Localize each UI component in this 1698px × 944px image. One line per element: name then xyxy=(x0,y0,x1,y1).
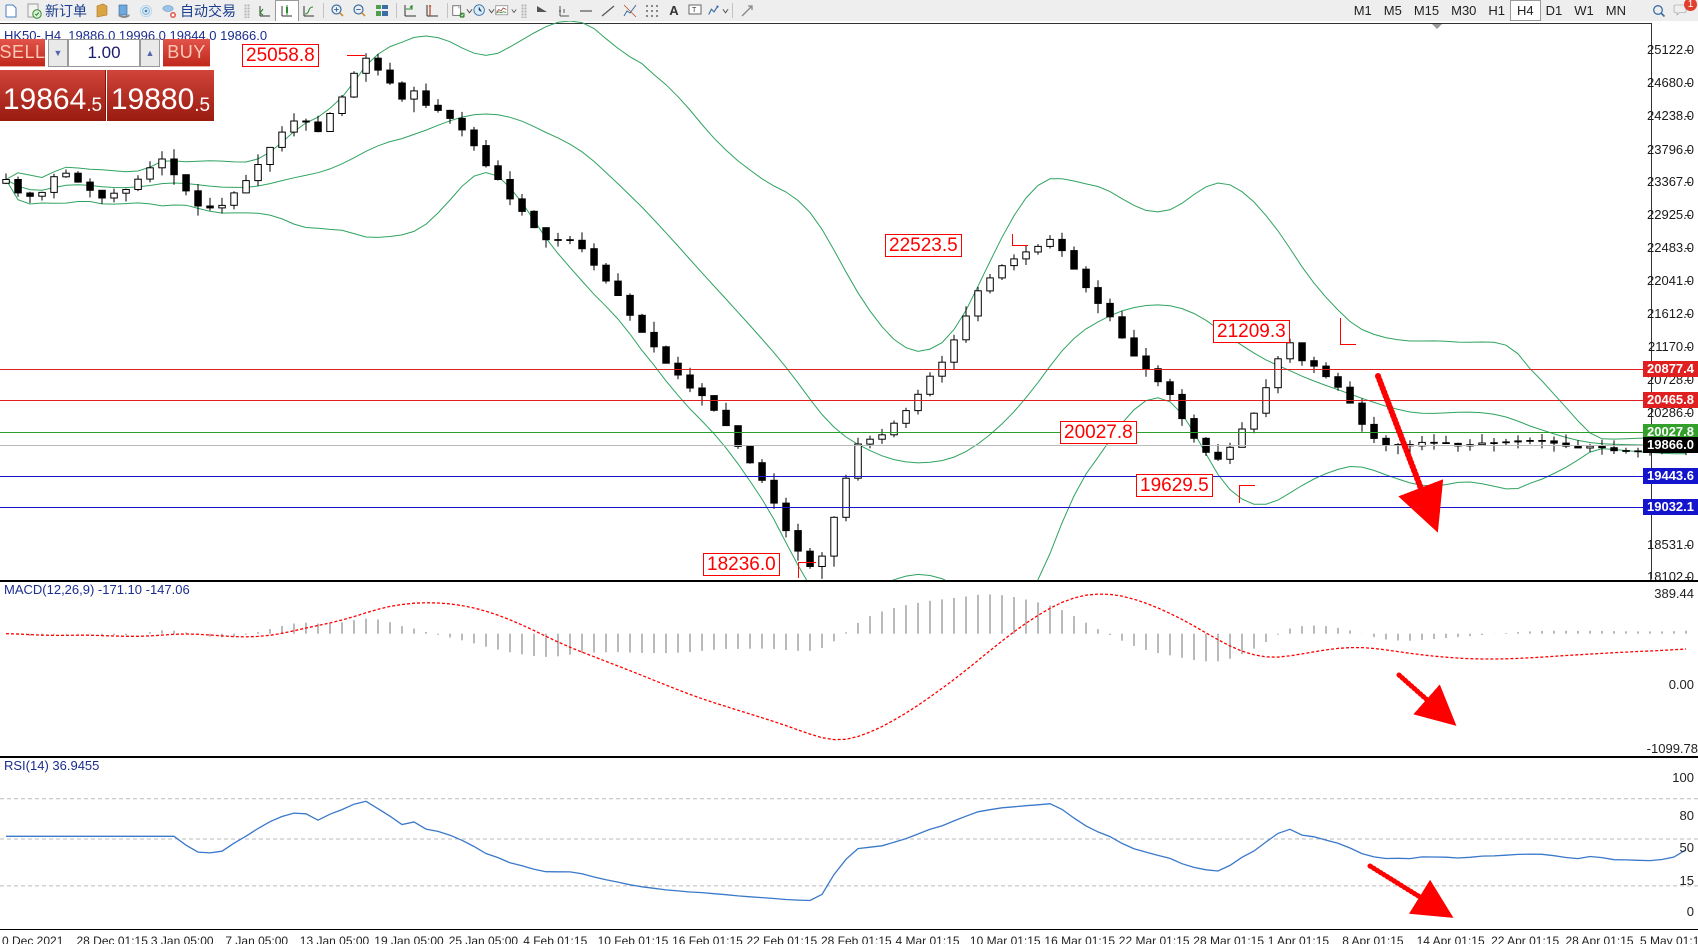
svg-text:T: T xyxy=(692,7,697,14)
